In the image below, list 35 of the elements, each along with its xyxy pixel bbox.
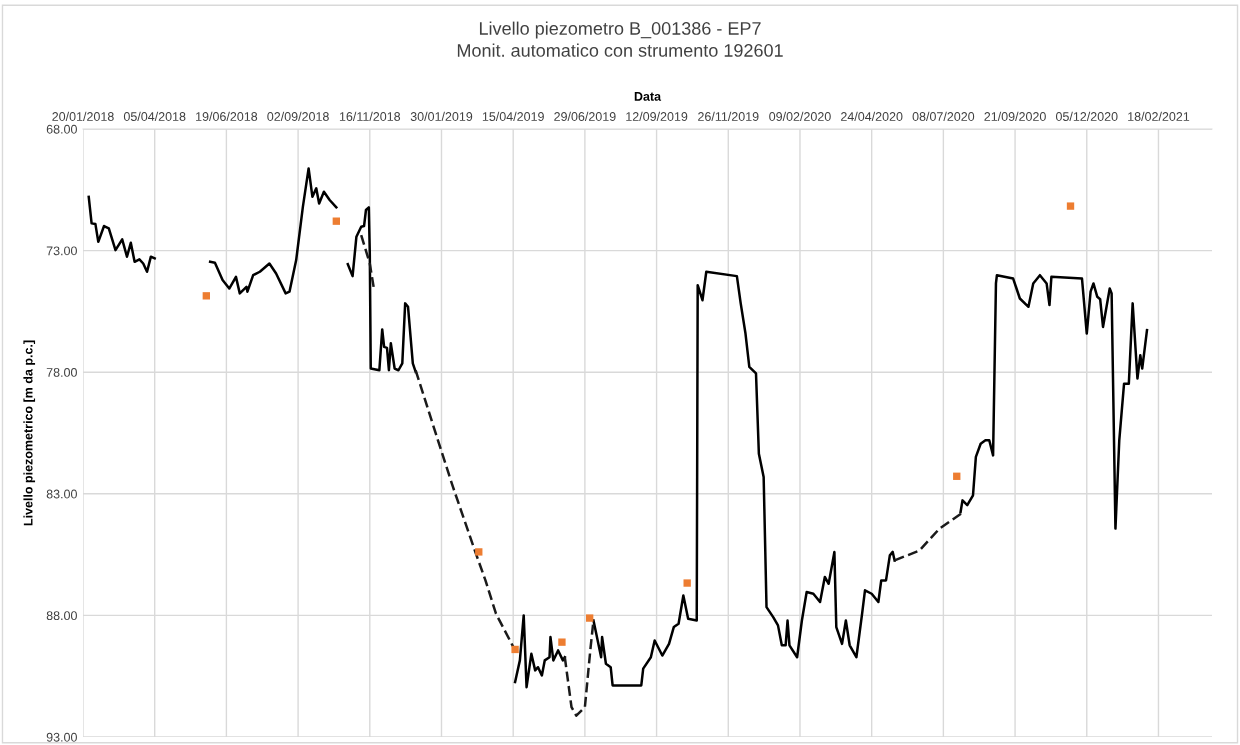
chart-title: Livello piezometro B_001386 - EP7: [479, 21, 761, 39]
x-tick-label: 05/04/2018: [123, 111, 186, 121]
point: [1066, 202, 1075, 210]
x-tick-label: 15/04/2019: [482, 111, 544, 121]
point: [558, 638, 566, 646]
y-tick-label: 78.00: [46, 368, 77, 377]
x-tick-label: 09/02/2020: [769, 111, 831, 121]
x-tick-label: 30/01/2019: [410, 111, 473, 121]
x-tick-label: 16/11/2018: [339, 111, 401, 121]
y-tick-label: 68.00: [46, 124, 77, 134]
x-tick-label: 21/09/2020: [984, 111, 1046, 121]
chart-subtitle: Monit. automatico con strumento 192601: [457, 43, 783, 57]
x-tick-label: 20/01/2018: [52, 111, 114, 121]
x-tick-label: 24/04/2020: [841, 111, 903, 121]
y-tick-label: 83.00: [46, 489, 77, 499]
point: [511, 645, 519, 654]
x-tick-label: 12/09/2019: [626, 111, 688, 121]
x-tick-label: 18/02/2021: [1128, 111, 1190, 121]
y-tick-label: 73.00: [46, 246, 77, 256]
point: [475, 548, 483, 556]
x-axis-title: Data: [634, 92, 662, 101]
point: [683, 579, 691, 587]
x-tick-label: 26/11/2019: [698, 111, 759, 121]
y-tick-label: 93.00: [46, 732, 77, 742]
x-tick-label: 19/06/2018: [196, 111, 258, 121]
point: [332, 217, 341, 225]
x-tick-label: 05/12/2020: [1055, 111, 1118, 121]
point: [202, 292, 210, 300]
y-axis-title: Livello piezometrico [m da p.c.]: [23, 340, 36, 526]
point: [953, 472, 961, 480]
y-tick-label: 88.00: [46, 611, 77, 621]
x-tick-label: 08/07/2020: [912, 111, 975, 121]
point: [585, 614, 594, 622]
x-tick-label: 02/09/2018: [267, 111, 329, 121]
x-tick-label: 29/06/2019: [554, 111, 616, 121]
